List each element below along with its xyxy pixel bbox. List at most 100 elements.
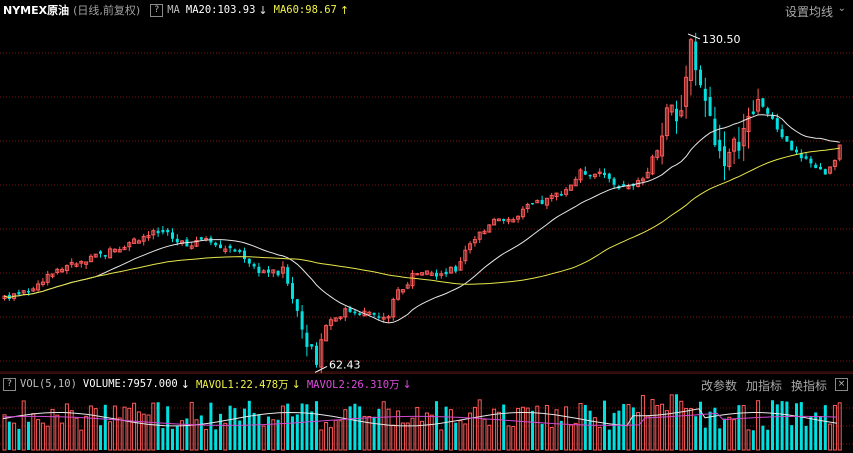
close-box-icon[interactable]: ×: [835, 378, 848, 391]
volume-bar-down: [540, 423, 544, 450]
volume-bar-up: [424, 412, 429, 451]
volume-bar-down: [161, 428, 165, 450]
candle-body-up: [146, 234, 151, 239]
candle-body-up: [688, 39, 693, 81]
candle-body-up: [400, 289, 405, 293]
candle-body-down: [243, 250, 246, 260]
volume-bar-down: [454, 422, 458, 450]
volume-bar-down: [252, 412, 256, 450]
candle-body-down: [502, 218, 506, 221]
candle-body-up: [31, 288, 36, 292]
candle-body-down: [823, 169, 827, 175]
volume-bar-up: [626, 404, 631, 451]
volume-bar-up: [492, 408, 497, 451]
volume-bar-up: [429, 414, 434, 451]
add-indicator-button[interactable]: 加指标: [745, 379, 782, 393]
volume-bar-up: [410, 417, 415, 451]
volume-bar-up: [136, 411, 141, 451]
volume-bar-up: [189, 401, 194, 451]
candle-body-up: [679, 110, 684, 117]
volume-bar-down: [775, 404, 779, 450]
volume-bar-up: [549, 426, 554, 451]
candle-body-up: [482, 230, 487, 235]
question-mark-box-icon[interactable]: ?: [150, 3, 164, 17]
candle-body-up: [117, 249, 122, 253]
candle-body-down: [694, 41, 698, 71]
candle-body-down: [348, 308, 352, 312]
settings-ma-button[interactable]: 设置均线: [784, 5, 833, 19]
volume-bar-down: [607, 429, 611, 450]
candle-body-down: [228, 245, 232, 249]
volume-bar-down: [7, 421, 11, 450]
candle-body-up: [828, 166, 833, 174]
volume-bar-up: [636, 412, 641, 451]
volume-bar-down: [267, 416, 270, 450]
candle-body-up: [640, 178, 645, 182]
candle-body-up: [367, 311, 372, 316]
candle-body-up: [549, 194, 554, 199]
volume-bar-up: [568, 424, 573, 451]
candle-body-down: [622, 184, 626, 187]
candle-body-up: [458, 261, 463, 271]
candle-body-down: [99, 251, 102, 254]
candle-body-down: [814, 164, 818, 169]
volume-bar-down: [99, 425, 102, 450]
candle-body-up: [271, 269, 276, 274]
candle-body-down: [713, 118, 717, 146]
question-mark-box-icon[interactable]: ?: [3, 377, 16, 391]
candle-body-up: [645, 171, 650, 179]
high-pointer: [687, 33, 701, 40]
volume-bar-down: [809, 416, 813, 450]
candle-body-up: [40, 281, 45, 285]
volume-bar-down: [286, 403, 290, 450]
volume-bar-down: [795, 403, 798, 450]
volume-bar-down: [531, 410, 534, 450]
low-label: 62.43: [329, 358, 361, 371]
volume-bar-up: [74, 417, 79, 451]
volume-bar-up: [415, 406, 420, 451]
candle-body-down: [775, 118, 779, 130]
volume-bar-down: [699, 401, 702, 450]
volume-bar-down: [708, 411, 712, 450]
volume-bar-down: [353, 403, 357, 450]
candle-body-up: [386, 316, 391, 319]
candle-body-up: [506, 218, 511, 222]
volume-bar-up: [679, 400, 684, 451]
volume-bar-up: [741, 405, 746, 451]
chevron-down-icon[interactable]: ⌄: [837, 3, 846, 14]
volume-bar-down: [372, 416, 376, 450]
candle-body-up: [261, 270, 266, 274]
candle-body-down: [737, 141, 741, 151]
volume-bar-down: [761, 425, 765, 450]
candle-body-up: [597, 171, 602, 174]
switch-indicator-button[interactable]: 换指标: [790, 379, 827, 393]
ma60-up-arrow-icon: ↑: [339, 3, 350, 17]
candle-body-down: [588, 174, 592, 177]
volume-bar-up: [261, 425, 266, 451]
candle-body-down: [175, 238, 179, 243]
ma20-line: [4, 114, 840, 324]
candle-body-up: [415, 273, 420, 276]
candle-body-down: [315, 345, 318, 365]
volume-bar-up: [132, 402, 137, 451]
ma60-value: MA60:98.67: [273, 4, 337, 16]
candle-body-up: [194, 240, 199, 247]
candle-body-up: [151, 230, 156, 236]
volume-bar-up: [684, 408, 689, 451]
candle-body-up: [472, 239, 477, 244]
candle-body-down: [435, 272, 438, 277]
volume-bar-down: [310, 411, 314, 450]
mavol1-line: [2, 408, 838, 427]
volume-bar-up: [746, 429, 751, 451]
change-params-button[interactable]: 改参数: [700, 379, 737, 393]
candle-body-up: [832, 160, 837, 167]
candle-body-up: [655, 150, 660, 158]
candle-body-up: [93, 253, 98, 258]
volume-bar-up: [84, 415, 89, 451]
volume-bar-down: [243, 408, 246, 450]
volume-bar-down: [631, 407, 635, 450]
volume-bar-up: [64, 403, 69, 451]
volume-bar-up: [578, 402, 583, 451]
volume-bar-up: [396, 410, 401, 451]
